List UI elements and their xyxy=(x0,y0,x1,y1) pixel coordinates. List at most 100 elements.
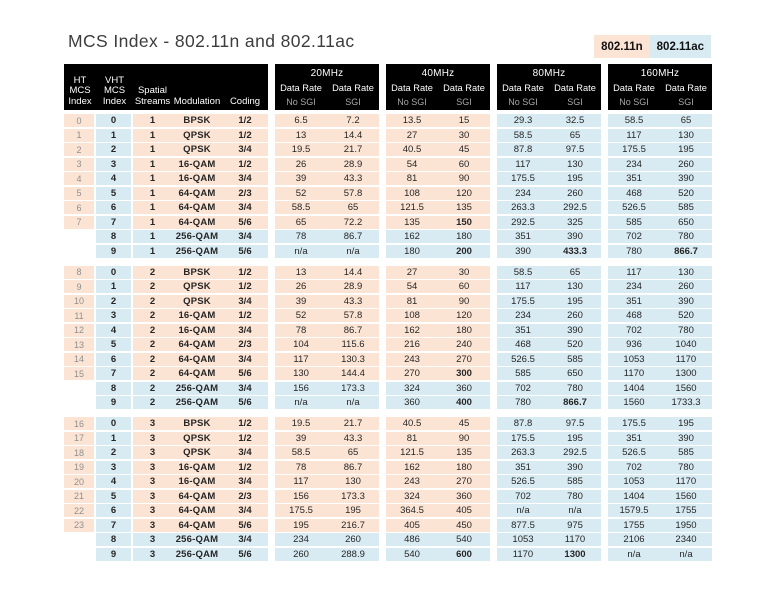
coding-cell: 5/6 xyxy=(238,548,252,560)
rates-20mhz: 104 115.6 xyxy=(275,338,379,351)
vht-mcs-index-cell: 6 xyxy=(96,504,131,517)
vht-mcs-index-cell: 2 xyxy=(96,446,131,459)
rate-80mhz-sgi: 130 xyxy=(567,281,583,292)
sgi-labels: No SGI SGI xyxy=(608,97,712,107)
rate-40mhz-sgi: 45 xyxy=(458,418,470,429)
spatial-streams-cell: 2 xyxy=(149,382,156,394)
row-left-segment: 2 QPSK 1/2 xyxy=(133,280,268,293)
rate-40mhz-no-sgi: 81 xyxy=(406,432,418,444)
rate-20mhz-sgi: 86.7 xyxy=(343,231,363,242)
modulation-cell: QPSK xyxy=(183,295,211,307)
ht-mcs-index-cell: 5 xyxy=(64,186,94,200)
spatial-streams-cell: 2 xyxy=(149,368,156,379)
table-row: 20 4 3 16-QAM 3/4 117 130 243 270 526.5 … xyxy=(64,475,712,488)
coding-cell: 1/2 xyxy=(238,281,252,292)
rate-80mhz-no-sgi: 175.5 xyxy=(511,432,535,444)
coding-cell: 3/4 xyxy=(238,295,252,307)
rates-160mhz: 468 520 xyxy=(608,186,712,200)
rate-40mhz-sgi: 45 xyxy=(458,144,470,155)
rate-160mhz-no-sgi: 175.5 xyxy=(622,144,646,155)
table-row: 19 3 3 16-QAM 1/2 78 86.7 162 180 351 39… xyxy=(64,460,712,474)
vht-mcs-index-cell: 9 xyxy=(96,396,131,409)
rate-160mhz-no-sgi: 234 xyxy=(626,281,642,292)
rate-20mhz-no-sgi: 19.5 xyxy=(291,418,311,429)
rate-40mhz-sgi: 60 xyxy=(458,281,470,292)
table-row: 5 5 1 64-QAM 2/3 52 57.8 108 120 234 260… xyxy=(64,186,712,200)
ht-mcs-index-cell xyxy=(64,396,94,409)
rate-160mhz-sgi: 780 xyxy=(678,324,694,336)
rate-40mhz-no-sgi: 270 xyxy=(404,368,420,379)
row-left-segment: 2 16-QAM 3/4 xyxy=(133,323,268,337)
rates-20mhz: 19.5 21.7 xyxy=(275,143,379,156)
rate-40mhz-sgi: 90 xyxy=(458,432,470,444)
rate-80mhz-sgi: 866.7 xyxy=(563,397,587,408)
rate-20mhz-no-sgi: 117 xyxy=(293,353,309,365)
rates-160mhz: 1170 1300 xyxy=(608,367,712,380)
rate-160mhz-no-sgi: 1560 xyxy=(623,397,645,408)
rate-80mhz-no-sgi: 585 xyxy=(515,368,531,379)
rates-160mhz: 702 780 xyxy=(608,323,712,337)
vht-mcs-index-cell: 1 xyxy=(96,128,131,142)
vht-mcs-index-cell: 1 xyxy=(96,431,131,445)
rate-20mhz-sgi: 216.7 xyxy=(341,519,365,531)
rate-20mhz-no-sgi: 130 xyxy=(293,368,309,379)
rate-40mhz-sgi: 540 xyxy=(456,534,472,545)
data-rate-label: Data Rate xyxy=(554,83,596,93)
band-title-40mhz: 40MHz xyxy=(421,68,455,79)
band-title-80mhz: 80MHz xyxy=(532,68,566,79)
vht-mcs-index-cell: 1 xyxy=(96,280,131,293)
legend: 802.11n 802.11ac xyxy=(594,35,711,58)
rate-160mhz-sgi: 1300 xyxy=(675,368,697,379)
rates-40mhz: 243 270 xyxy=(386,475,490,488)
rates-160mhz: 468 520 xyxy=(608,309,712,322)
rate-20mhz-no-sgi: 19.5 xyxy=(291,144,311,155)
rates-20mhz: 39 43.3 xyxy=(275,294,379,308)
rate-20mhz-sgi: 43.3 xyxy=(343,173,363,184)
rates-20mhz: 156 173.3 xyxy=(275,381,379,395)
coding-cell: 1/2 xyxy=(238,310,252,321)
rate-160mhz-no-sgi: 702 xyxy=(626,461,642,473)
row-left-segment: 2 QPSK 3/4 xyxy=(133,294,268,308)
rate-160mhz-no-sgi: 468 xyxy=(626,310,642,321)
rate-20mhz-sgi: 130 xyxy=(345,476,361,487)
table-row: 21 5 3 64-QAM 2/3 156 173.3 324 360 702 … xyxy=(64,489,712,503)
rate-40mhz-no-sgi: 162 xyxy=(404,461,420,473)
rate-80mhz-sgi: 520 xyxy=(567,339,583,350)
rates-160mhz: 1755 1950 xyxy=(608,518,712,532)
rates-80mhz: 585 650 xyxy=(497,367,601,380)
rate-20mhz-no-sgi: 78 xyxy=(295,231,307,242)
spatial-streams-cell: 3 xyxy=(149,490,156,502)
rate-160mhz-sgi: n/a xyxy=(679,548,693,560)
rate-20mhz-sgi: 7.2 xyxy=(346,115,360,126)
rates-40mhz: 180 200 xyxy=(386,244,490,258)
coding-cell: 1/2 xyxy=(238,266,252,278)
rates-80mhz: 877.5 975 xyxy=(497,518,601,532)
spatial-streams-cell: 2 xyxy=(149,310,156,321)
no-sgi-label: No SGI xyxy=(397,97,427,107)
rates-160mhz: 1579.5 1755 xyxy=(608,504,712,517)
rate-80mhz-no-sgi: 780 xyxy=(515,397,531,408)
rate-80mhz-no-sgi: 29.3 xyxy=(513,115,533,126)
rate-40mhz-no-sgi: 40.5 xyxy=(402,418,422,429)
vht-mcs-index-cell: 7 xyxy=(96,215,131,229)
row-left-segment: 3 64-QAM 2/3 xyxy=(133,489,268,503)
spatial-streams-cell: 1 xyxy=(149,115,156,126)
rate-160mhz-no-sgi: 117 xyxy=(626,266,642,278)
modulation-cell: 16-QAM xyxy=(178,461,216,473)
coding-cell: 3/4 xyxy=(238,476,252,487)
rate-80mhz-sgi: 390 xyxy=(567,324,583,336)
rates-160mhz: 1404 1560 xyxy=(608,381,712,395)
rate-40mhz-sgi: 360 xyxy=(456,490,472,502)
rates-80mhz: 117 130 xyxy=(497,157,601,171)
coding-cell: 1/2 xyxy=(238,129,252,141)
rate-20mhz-no-sgi: 156 xyxy=(293,382,309,394)
rates-40mhz: 540 600 xyxy=(386,547,490,561)
table-row: 18 2 3 QPSK 3/4 58.5 65 121.5 135 263.3 … xyxy=(64,446,712,459)
rate-80mhz-no-sgi: 390 xyxy=(515,245,531,257)
rate-80mhz-no-sgi: 234 xyxy=(515,187,531,199)
data-rate-labels: Data Rate Data Rate xyxy=(497,83,601,93)
rate-160mhz-no-sgi: n/a xyxy=(627,548,641,560)
rate-80mhz-sgi: 195 xyxy=(567,173,583,184)
rate-40mhz-sgi: 270 xyxy=(456,476,472,487)
rate-40mhz-no-sgi: 540 xyxy=(404,548,420,560)
